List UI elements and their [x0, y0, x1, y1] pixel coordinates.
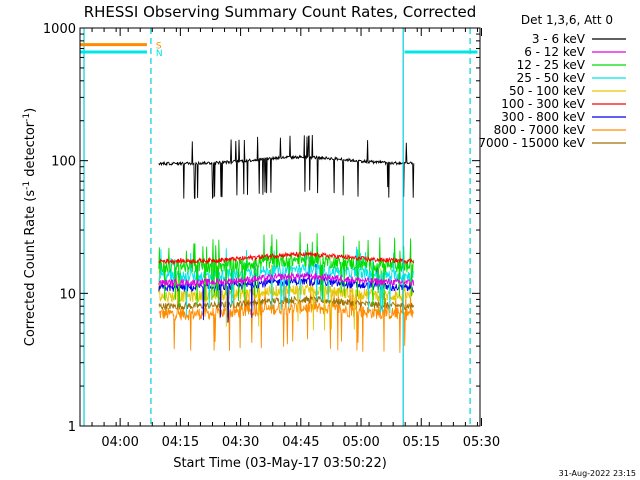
legend-label: 12 - 25 keV [517, 58, 586, 72]
y-tick-label: 1 [68, 420, 76, 435]
x-tick-label: 05:15 [403, 435, 440, 450]
x-tick-label: 05:30 [463, 435, 500, 450]
legend-label: 6 - 12 keV [524, 45, 586, 59]
series-line [158, 246, 415, 316]
legend-label: 100 - 300 keV [501, 97, 585, 111]
y-tick-label: 1000 [43, 22, 76, 37]
y-tick-label: 10 [59, 287, 76, 302]
markers-layer: SN [80, 28, 478, 426]
event-flag: N [156, 49, 163, 59]
y-axis-label-sup1: -1 [22, 181, 32, 190]
legend-label: 300 - 800 keV [501, 110, 585, 124]
series-line [158, 295, 415, 311]
x-tick-label: 04:45 [282, 435, 319, 450]
legend-label: 50 - 100 keV [509, 84, 586, 98]
legend-label: 3 - 6 keV [532, 32, 586, 46]
y-axis-label: Corrected Count Rate (s-1 detector-1) [22, 108, 38, 346]
y-axis-label-sup2: -1 [22, 113, 32, 122]
series-line [158, 251, 415, 265]
series-line [158, 271, 415, 288]
series-line [158, 232, 415, 308]
event-flag: S [156, 42, 162, 52]
x-tick-label: 05:00 [342, 435, 379, 450]
legend-label: 800 - 7000 keV [494, 123, 586, 137]
series-line [158, 280, 415, 354]
plot-frame [79, 27, 481, 427]
date-stamp: 31-Aug-2022 23:15 [559, 469, 636, 478]
legend-label: 7000 - 15000 keV [478, 136, 585, 150]
legend-label: 25 - 50 keV [517, 71, 586, 85]
x-axis-label: Start Time (03-May-17 03:50:22) [173, 456, 387, 471]
y-axis-label-mid: detector [23, 121, 38, 181]
chart-title: RHESSI Observing Summary Count Rates, Co… [84, 3, 477, 21]
y-axis-label-end: ) [23, 108, 38, 113]
series-layer [158, 134, 415, 354]
x-tick-label: 04:15 [162, 435, 199, 450]
legend-header: Det 1,3,6, Att 0 [521, 13, 613, 27]
x-tick-label: 04:30 [222, 435, 259, 450]
y-tick-label: 100 [51, 155, 76, 170]
series-line [158, 264, 415, 331]
series-line [158, 134, 415, 200]
y-axis-label-main: Corrected Count Rate (s [23, 190, 38, 347]
x-tick-label: 04:00 [101, 435, 138, 450]
ticks-layer: 1 10 100 1000 04:00 04:15 04:30 04:45 05:00 05:15… [43, 22, 500, 450]
